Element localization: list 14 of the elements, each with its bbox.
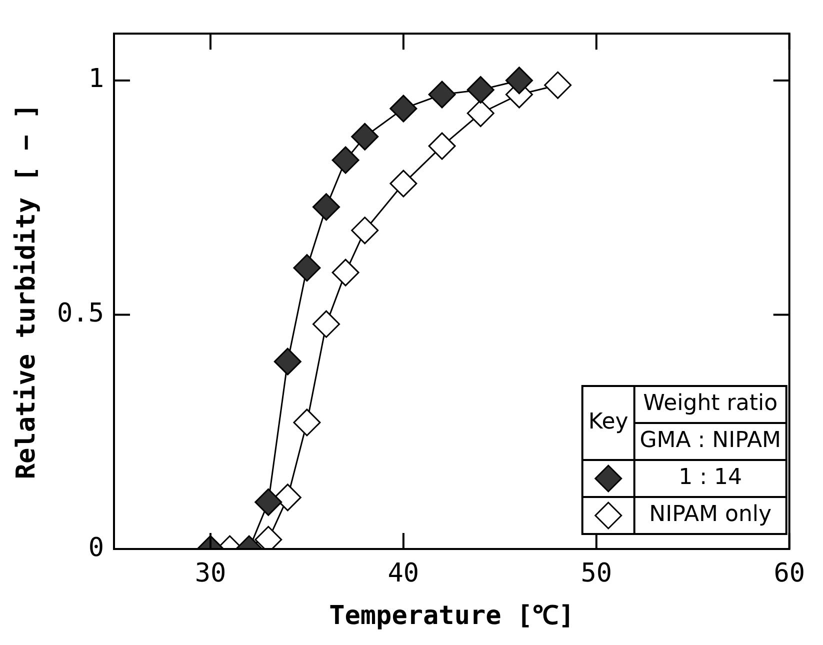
x-tick-label: 50 <box>580 558 612 588</box>
x-tick-label: 40 <box>388 558 420 588</box>
y-axis-title: Relative turbidity [ − ] <box>11 103 42 480</box>
x-tick-label: 30 <box>194 558 226 588</box>
legend-label: NIPAM only <box>649 502 772 528</box>
x-tick-label: 60 <box>774 558 806 588</box>
annotation: Weight ratio <box>643 391 778 416</box>
y-tick-label: 1 <box>88 64 104 94</box>
legend-title: Key <box>588 410 628 435</box>
y-tick-label: 0.5 <box>57 298 104 328</box>
annotation: GMA : NIPAM <box>640 428 782 454</box>
y-tick-label: 0 <box>88 532 104 563</box>
x-axis-title: Temperature [℃] <box>329 601 574 632</box>
text: 1 : 14 <box>678 465 742 490</box>
